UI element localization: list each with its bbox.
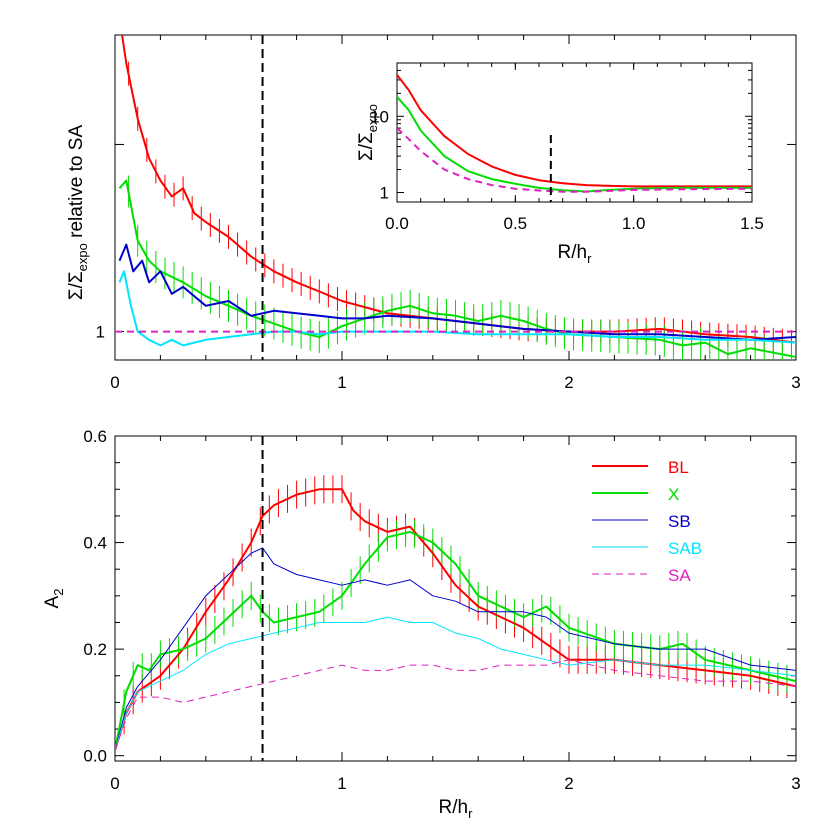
- bottom-xtick-label: 1: [337, 774, 346, 793]
- inset-xtick-label: 1.5: [740, 214, 764, 233]
- bottom-xtick-label: 3: [791, 774, 800, 793]
- top-xtick-label: 3: [791, 373, 800, 392]
- bottom-ytick-label: 0.2: [83, 640, 107, 659]
- bottom-series-BL: [115, 488, 796, 751]
- legend-label-SA: SA: [668, 566, 691, 585]
- top-ylabel: Σ/Σexpo relative to SA: [66, 125, 90, 301]
- inset-ytick-label: 10: [370, 107, 389, 126]
- bottom-xtick-label: 2: [564, 774, 573, 793]
- legend-label-X: X: [668, 485, 679, 504]
- inset-series-BL: [397, 74, 752, 188]
- inset-xtick-label: 0.0: [385, 214, 409, 233]
- top-ytick-label: 1: [96, 323, 105, 342]
- legend-label-SAB: SAB: [668, 539, 702, 558]
- top-series-X: [118, 179, 796, 358]
- bottom-series-SA: [115, 659, 796, 751]
- bottom-ylabel: A2: [42, 589, 66, 609]
- bottom-panel: 0 1 2 3 0.0 0.2 0.4 0.6 A2 R/hr BL X SB SAB SA: [42, 427, 801, 821]
- bottom-ytick-label: 0.0: [83, 747, 107, 766]
- bottom-ytick-label: 0.4: [83, 534, 107, 553]
- top-xtick-label: 1: [337, 373, 346, 392]
- inset-series-SA: [397, 127, 752, 193]
- bottom-series-SAB: [115, 616, 796, 751]
- top-xtick-label: 2: [564, 373, 573, 392]
- legend-label-SB: SB: [668, 512, 691, 531]
- bottom-series-SB: [115, 547, 796, 751]
- top-series-SB: [118, 243, 796, 341]
- inset-panel: 0.0 0.5 1.0 1.5 1 10Σ/Σexpo R/hr: [356, 62, 764, 266]
- bottom-ytick-label: 0.6: [83, 427, 107, 446]
- legend: BL X SB SAB SA: [592, 458, 702, 585]
- inset-series-X: [397, 96, 752, 193]
- top-xtick-label: 0: [110, 373, 119, 392]
- inset-xlabel: R/hr: [558, 242, 593, 266]
- bottom-xtick-label: 0: [110, 774, 119, 793]
- inset-ytick-label: 1: [380, 183, 389, 202]
- inset-xtick-label: 0.5: [504, 214, 528, 233]
- inset-xtick-label: 1.0: [622, 214, 646, 233]
- inset-panel-frame: [396, 62, 753, 203]
- bottom-xlabel: R/hr: [439, 797, 474, 821]
- legend-label-BL: BL: [668, 458, 689, 477]
- top-series-BL: [121, 35, 796, 344]
- inset-ylabel: Σ/Σexpo: [356, 104, 380, 161]
- bottom-panel-frame: [114, 435, 797, 762]
